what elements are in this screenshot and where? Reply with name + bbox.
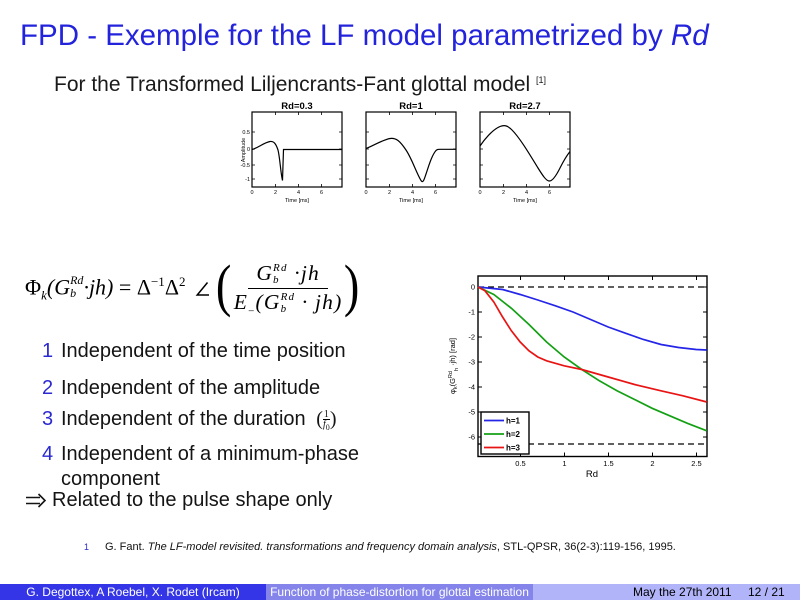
- svg-text:h=1: h=1: [506, 417, 521, 426]
- svg-text:0.5: 0.5: [242, 130, 250, 136]
- svg-text:-3: -3: [468, 358, 475, 367]
- svg-text:2: 2: [274, 190, 277, 196]
- svg-text:6: 6: [434, 190, 437, 196]
- svg-text:φk(GRdh ·jh) [rad]: φk(GRdh ·jh) [rad]: [448, 338, 460, 394]
- svg-text:2.5: 2.5: [691, 459, 701, 468]
- svg-text:1: 1: [562, 459, 566, 468]
- svg-text:6: 6: [548, 190, 551, 196]
- svg-text:Rd=2.7: Rd=2.7: [509, 101, 540, 112]
- svg-text:-6: -6: [468, 433, 475, 442]
- svg-text:2: 2: [502, 190, 505, 196]
- svg-text:h=2: h=2: [506, 430, 521, 439]
- svg-text:2: 2: [388, 190, 391, 196]
- svg-text:1.5: 1.5: [603, 459, 613, 468]
- svg-text:0.5: 0.5: [515, 459, 525, 468]
- svg-text:6: 6: [320, 190, 323, 196]
- svg-text:-4: -4: [468, 383, 475, 392]
- svg-text:-5: -5: [468, 408, 475, 417]
- svg-text:h=3: h=3: [506, 444, 521, 453]
- svg-text:Time [ms]: Time [ms]: [285, 198, 309, 204]
- svg-text:0: 0: [471, 283, 475, 292]
- svg-text:-1: -1: [245, 177, 250, 183]
- svg-text:Rd: Rd: [586, 469, 598, 480]
- svg-text:4: 4: [297, 190, 300, 196]
- svg-text:Time [ms]: Time [ms]: [513, 198, 537, 204]
- svg-text:Time [ms]: Time [ms]: [399, 198, 423, 204]
- svg-text:0: 0: [478, 190, 481, 196]
- svg-text:4: 4: [411, 190, 414, 196]
- svg-text:Rd=1: Rd=1: [399, 101, 423, 112]
- svg-text:-0.5: -0.5: [241, 163, 250, 169]
- svg-text:2: 2: [650, 459, 654, 468]
- svg-text:-2: -2: [468, 333, 475, 342]
- svg-text:Rd=0.3: Rd=0.3: [281, 101, 312, 112]
- svg-text:0: 0: [250, 190, 253, 196]
- svg-text:4: 4: [525, 190, 528, 196]
- svg-text:0: 0: [364, 190, 367, 196]
- svg-text:-1: -1: [468, 308, 475, 317]
- svg-text:0: 0: [247, 147, 250, 153]
- svg-text:Amplitude: Amplitude: [241, 138, 247, 162]
